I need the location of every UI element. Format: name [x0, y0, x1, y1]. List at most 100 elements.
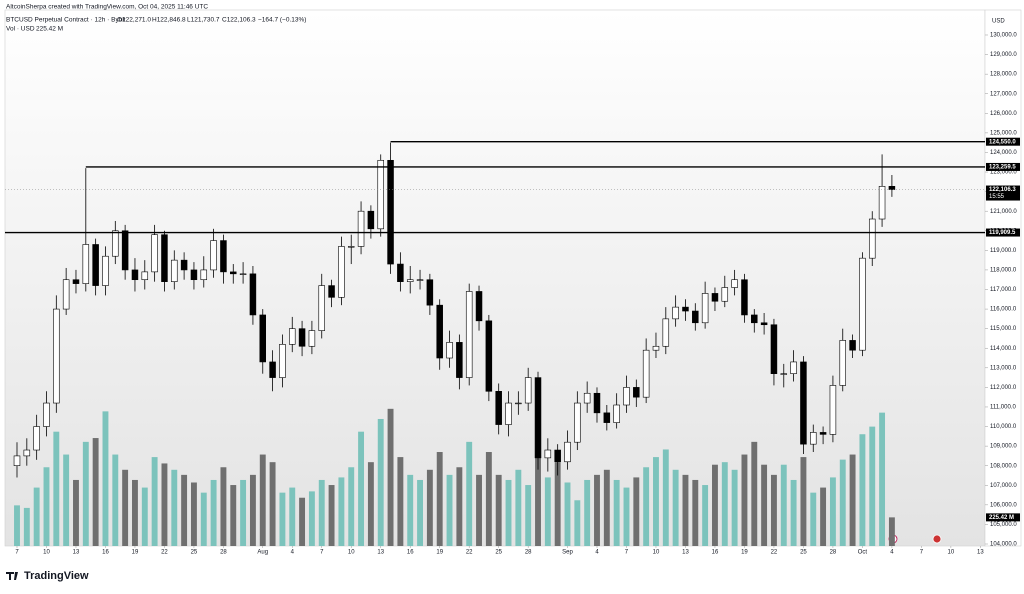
y-tick-label: 117,000.0 — [990, 287, 1017, 293]
candle-body — [121, 230, 129, 271]
volume-bar — [240, 479, 247, 546]
x-tick-label: 28 — [525, 550, 532, 556]
volume-bar — [308, 491, 315, 546]
candle-body — [839, 340, 847, 386]
volume-bar — [613, 479, 620, 546]
volume-bar — [721, 462, 728, 546]
volume-bar — [790, 479, 797, 546]
candle-body — [564, 441, 571, 463]
candle-body — [269, 361, 276, 378]
y-tick-label: 126,000.0 — [990, 111, 1017, 117]
x-tick-label: 4 — [890, 550, 894, 556]
volume-bar — [269, 462, 276, 546]
candle-body — [308, 330, 316, 347]
candle-body — [279, 344, 286, 378]
y-tick-label: 110,000.0 — [990, 424, 1017, 430]
candle-body — [43, 402, 50, 427]
candle-body — [338, 246, 345, 298]
candle-body — [446, 342, 453, 359]
candle-body — [406, 279, 414, 282]
y-tick-label: 114,000.0 — [990, 346, 1017, 352]
volume-bar — [515, 469, 522, 546]
plot-area — [4, 9, 986, 547]
x-tick-label: 22 — [466, 550, 473, 556]
candle-body — [200, 269, 208, 281]
x-tick-label: 25 — [800, 550, 807, 556]
volume-bar — [318, 479, 325, 546]
candle-body — [249, 273, 257, 316]
volume-bar — [279, 492, 286, 546]
candle-body — [574, 402, 581, 443]
volume-bar — [43, 467, 50, 546]
candle-body — [131, 269, 139, 281]
candle-body — [33, 426, 40, 451]
y-tick-label: 129,000.0 — [990, 52, 1017, 58]
candle-body — [82, 244, 90, 284]
volume-tag-label: 225.42 M — [989, 515, 1014, 521]
candle-body — [151, 234, 158, 273]
volume-bar — [14, 505, 20, 546]
volume-bar — [574, 500, 581, 546]
volume-bar — [23, 507, 30, 546]
y-tick-label: 130,000.0 — [990, 33, 1017, 39]
ohlc-close: C122,106.3 — [222, 17, 256, 24]
candle-body — [790, 361, 797, 374]
volume-bar — [367, 462, 374, 546]
volume-bar — [584, 479, 591, 546]
candle-body — [53, 308, 60, 404]
y-tick-label: 106,000.0 — [990, 502, 1017, 508]
volume-bar — [485, 452, 492, 546]
candle-body — [298, 328, 306, 347]
volume-bar — [33, 487, 40, 546]
volume-bar — [476, 474, 482, 546]
volume-bar — [426, 469, 433, 546]
candle-body — [633, 387, 640, 398]
candle-body — [13, 455, 21, 466]
candle-body — [721, 287, 729, 302]
x-tick-label: 25 — [495, 550, 502, 556]
candle-body — [682, 306, 689, 312]
candle-body — [692, 310, 699, 324]
volume-bar — [643, 467, 650, 546]
flag-icon[interactable] — [932, 534, 942, 544]
x-tick-label: Aug — [257, 550, 268, 556]
volume-bar — [692, 479, 699, 546]
candle-body — [387, 159, 394, 265]
candle-body — [810, 432, 817, 445]
countdown: 15:55 — [989, 194, 1005, 200]
volume-bar — [289, 487, 296, 546]
candle-body — [288, 328, 296, 345]
currency: USD — [992, 19, 1005, 25]
symbol: BTCUSD Perpetual Contract · 12h · Bybit — [6, 17, 126, 24]
volume-bar — [810, 492, 817, 546]
volume-bar — [879, 412, 886, 546]
volume-bar — [210, 479, 217, 546]
volume-bar — [829, 477, 836, 546]
volume-bar — [594, 474, 600, 546]
volume-bar — [397, 457, 404, 546]
volume-bar — [220, 467, 227, 546]
candle-body — [495, 391, 502, 425]
last-price-label: 122,106.3 — [989, 187, 1016, 193]
volume-bar — [682, 474, 689, 546]
candle-body — [23, 449, 31, 457]
level-label: 124,550.0 — [989, 139, 1016, 145]
volume-bar — [535, 454, 541, 546]
candle-body — [711, 293, 719, 302]
volume-bar — [122, 469, 129, 546]
volume-bar — [869, 426, 876, 546]
candle-body — [141, 271, 149, 281]
x-tick-label: 10 — [43, 550, 50, 556]
volume-bar — [53, 431, 60, 546]
candle-body — [672, 306, 679, 320]
candle-body — [397, 263, 404, 282]
volume-bar — [820, 487, 827, 546]
candle-body — [642, 349, 650, 398]
candle-body — [475, 291, 483, 322]
volume-bar — [328, 485, 335, 546]
x-tick-label: 16 — [407, 550, 414, 556]
candle-body — [868, 218, 876, 259]
x-tick-label: 13 — [682, 550, 689, 556]
x-tick-label: 7 — [920, 550, 924, 556]
x-tick-label: 7 — [320, 550, 324, 556]
